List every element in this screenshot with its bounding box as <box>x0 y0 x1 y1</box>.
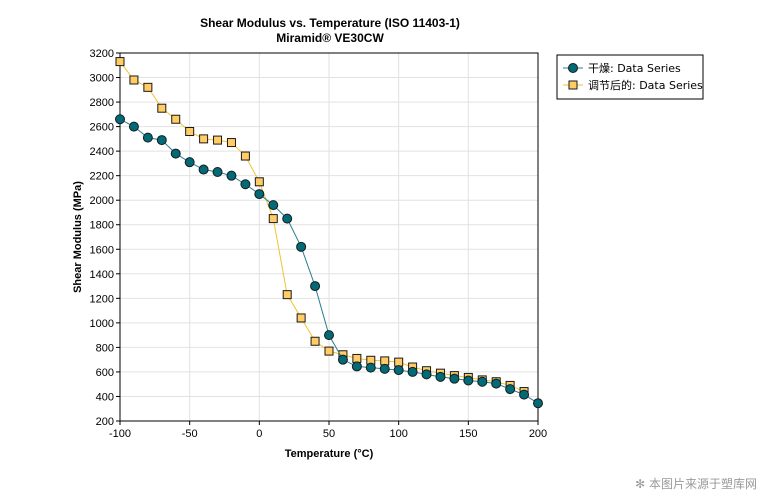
data-point <box>365 362 376 373</box>
data-point <box>143 82 153 92</box>
data-point <box>199 134 209 144</box>
data-point <box>352 353 362 363</box>
data-point <box>115 114 125 125</box>
data-point <box>296 241 307 252</box>
data-point <box>337 354 348 365</box>
data-point <box>171 114 181 124</box>
legend: 干燥: Data Series 调节后的: Data Series <box>556 54 704 100</box>
legend-marker <box>568 80 578 90</box>
data-point <box>128 121 139 132</box>
y-tick-label: 1800 <box>90 220 114 232</box>
data-point <box>463 375 474 386</box>
data-point <box>505 384 516 395</box>
data-point <box>282 290 292 300</box>
series-line <box>119 61 525 393</box>
data-point <box>170 148 181 159</box>
data-point <box>184 157 195 168</box>
data-point <box>156 135 167 146</box>
y-tick-label: 2000 <box>90 195 114 207</box>
y-tick-label: 2800 <box>90 97 114 109</box>
data-point <box>407 366 418 377</box>
data-point <box>185 127 195 137</box>
grid <box>119 52 539 422</box>
x-tick-label: 50 <box>323 428 335 440</box>
y-axis-label: Shear Modulus (MPa) <box>72 181 84 293</box>
y-tick-label: 2400 <box>90 146 114 158</box>
y-tick-label: 1200 <box>90 293 114 305</box>
data-point <box>296 313 306 323</box>
data-point <box>226 170 237 181</box>
data-point <box>324 346 334 356</box>
data-point <box>393 365 404 376</box>
data-point <box>449 373 460 384</box>
data-point <box>421 369 432 380</box>
chart-title: Shear Modulus vs. Temperature (ISO 11403… <box>200 16 460 30</box>
x-tick-label: -50 <box>182 428 198 440</box>
data-point <box>129 75 139 85</box>
y-tick-label: 400 <box>96 391 114 403</box>
data-point <box>380 356 390 366</box>
asterisk-icon: ✻ <box>635 477 646 491</box>
series-1 <box>115 57 529 397</box>
legend-box <box>556 54 704 100</box>
data-point <box>351 361 362 372</box>
data-point <box>394 357 404 367</box>
series-layer <box>115 57 543 409</box>
x-tick-label: 150 <box>459 428 477 440</box>
legend-label: 干燥: Data Series <box>588 62 681 75</box>
data-point <box>268 200 279 211</box>
data-point <box>268 214 278 224</box>
data-point <box>240 151 250 161</box>
data-point <box>254 189 265 200</box>
y-tick-label: 600 <box>96 367 114 379</box>
legend-label: 调节后的: Data Series <box>588 78 703 92</box>
x-tick-label: 0 <box>256 428 262 440</box>
x-tick-label: 100 <box>389 428 407 440</box>
x-tick-label: -100 <box>109 428 131 440</box>
data-point <box>240 179 251 190</box>
y-axis: 200 400 600 800 1000 1200 1400 1600 1800 2000 2200… <box>90 48 120 428</box>
data-point <box>533 398 543 409</box>
data-point <box>379 363 390 374</box>
x-tick-label: 200 <box>529 428 547 440</box>
data-point <box>491 378 502 389</box>
y-tick-label: 1000 <box>90 318 114 330</box>
data-point <box>212 166 223 177</box>
y-tick-label: 1400 <box>90 269 114 281</box>
data-point <box>226 138 236 148</box>
y-tick-label: 2600 <box>90 122 114 134</box>
data-point <box>477 376 488 387</box>
data-point <box>310 336 320 346</box>
y-tick-label: 3200 <box>90 48 114 60</box>
chart-subtitle: Miramid® VE30CW <box>276 31 384 45</box>
data-point <box>198 164 209 175</box>
data-point <box>282 213 293 224</box>
data-point <box>435 371 446 382</box>
legend-marker <box>568 63 578 73</box>
watermark-text: 本图片来源于塑库网 <box>648 477 757 491</box>
y-tick-label: 800 <box>96 342 114 354</box>
data-point <box>142 132 153 143</box>
data-point <box>115 57 125 67</box>
y-tick-label: 3000 <box>90 73 114 85</box>
data-point <box>310 281 321 292</box>
y-tick-label: 1600 <box>90 244 114 256</box>
y-tick-label: 2200 <box>90 171 114 183</box>
data-point <box>254 177 264 187</box>
data-point <box>324 330 334 341</box>
watermark: ✻ 本图片来源于塑库网 <box>635 475 757 492</box>
series-0 <box>115 114 543 409</box>
data-point <box>519 389 530 400</box>
data-point <box>213 135 223 145</box>
x-axis: -100 -50 0 50 100 150 200 <box>109 421 547 440</box>
x-axis-label: Temperature (°C) <box>285 448 374 460</box>
data-point <box>157 103 167 113</box>
y-tick-label: 200 <box>96 416 114 428</box>
